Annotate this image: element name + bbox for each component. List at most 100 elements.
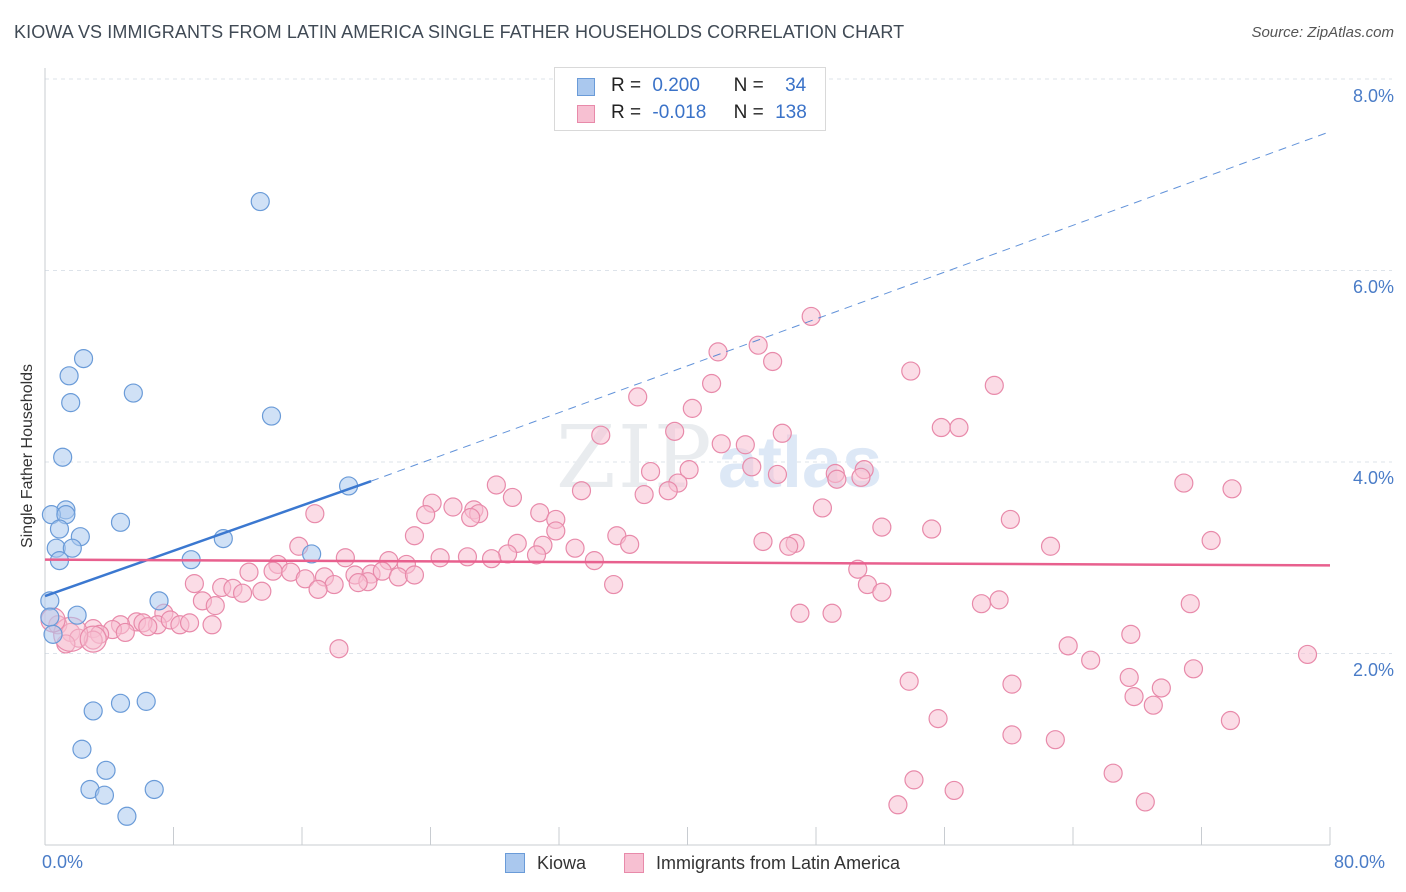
kiowa-points: [40, 191, 359, 826]
latin-point: [443, 497, 463, 517]
latin-point: [640, 461, 661, 482]
latin-point: [1121, 624, 1141, 644]
latin-point: [1119, 667, 1139, 688]
latin-point: [1151, 678, 1171, 698]
legend-swatch-kiowa: [505, 853, 525, 873]
latin-point: [179, 613, 200, 633]
kiowa-point: [261, 406, 282, 426]
latin-point: [604, 574, 624, 595]
chart-title: KIOWA VS IMMIGRANTS FROM LATIN AMERICA S…: [14, 22, 905, 42]
latin-point: [790, 603, 810, 623]
kiowa-point: [59, 366, 79, 386]
latin-point: [922, 519, 942, 539]
kiowa-point: [53, 447, 73, 467]
kiowa-point: [40, 607, 60, 627]
latin-point: [565, 538, 585, 558]
latin-point: [1000, 509, 1020, 530]
watermark: ZIP atlas: [556, 408, 882, 508]
latin-point: [848, 559, 868, 579]
latin-point: [931, 417, 951, 438]
trend-lines: [44, 131, 1331, 598]
latin-point: [779, 536, 799, 556]
latin-point: [305, 504, 325, 524]
latin-point: [1058, 636, 1078, 656]
kiowa-point: [83, 701, 103, 721]
latin-point: [461, 507, 481, 528]
latin-point: [348, 573, 368, 593]
kiowa-point: [123, 383, 143, 403]
latin-point: [628, 387, 648, 407]
latin-point: [1045, 730, 1065, 750]
latin-point: [202, 615, 222, 635]
kiowa-point: [67, 605, 87, 625]
latin-point: [1201, 530, 1221, 551]
latin-point: [571, 481, 592, 501]
latin-point: [481, 549, 502, 569]
latin-point: [851, 467, 871, 487]
latin-point: [872, 582, 892, 602]
latin-point: [502, 487, 523, 508]
kiowa-point: [144, 779, 164, 800]
kiowa-trend-line: [44, 479, 372, 598]
latin-point: [498, 544, 518, 564]
kiowa-point: [96, 760, 116, 780]
latin-point: [1297, 644, 1318, 665]
latin-point: [822, 603, 842, 623]
latin-point: [430, 548, 450, 568]
y-tick-8: 8.0%: [1352, 86, 1394, 106]
latin-point: [620, 534, 640, 554]
latin-point: [184, 574, 204, 594]
latin-point: [546, 521, 566, 541]
kiowa-n-label: N =: [733, 75, 764, 96]
latin-point: [658, 481, 678, 501]
latin-point: [457, 547, 478, 567]
legend-swatch-latin: [624, 853, 644, 873]
latin-point: [708, 342, 728, 362]
latin-point: [263, 561, 283, 581]
x-tick-min: 0.0%: [42, 852, 84, 872]
latin-point: [591, 425, 611, 445]
latin-point: [701, 373, 722, 394]
x-tick-max: 80.0%: [1334, 852, 1386, 872]
latin-point: [1174, 473, 1194, 493]
latin-point: [308, 579, 328, 599]
latin-point: [742, 457, 762, 477]
legend-label-kiowa: Kiowa: [537, 853, 587, 873]
latin-point: [295, 569, 315, 589]
latin-point: [115, 622, 135, 643]
latin-point: [526, 545, 547, 565]
latin-point: [1135, 792, 1155, 812]
kiowa-point: [62, 538, 82, 558]
latin-point: [812, 498, 833, 518]
latin-point: [735, 435, 755, 455]
latin-point-cluster: [79, 625, 107, 653]
latin-point: [324, 574, 344, 595]
latin-point: [801, 306, 821, 327]
kiowa-point: [250, 191, 270, 212]
latin-point: [416, 505, 436, 525]
latin-point: [772, 423, 792, 443]
grid-lines: [45, 78, 1392, 654]
kiowa-point: [110, 512, 131, 532]
kiowa-point: [61, 393, 81, 413]
latin-point: [989, 590, 1009, 610]
kiowa-r-label: R =: [611, 75, 642, 96]
latin-point: [1103, 763, 1123, 783]
latin-point: [83, 630, 103, 650]
kiowa-point: [49, 519, 70, 539]
latin-point: [404, 526, 425, 546]
latin-point: [928, 709, 948, 729]
latin-point: [971, 594, 992, 614]
kiowa-point: [136, 691, 156, 711]
kiowa-point: [73, 348, 94, 369]
kiowa-point: [117, 806, 137, 826]
legend-label-latin: Immigrants from Latin America: [656, 853, 901, 873]
latin-point: [1143, 695, 1163, 715]
latin-point: [1220, 710, 1241, 731]
latin-point: [711, 434, 731, 454]
latin-n-label: N =: [733, 102, 764, 123]
latin-r-label: R =: [611, 102, 642, 123]
latin-point: [1222, 479, 1242, 499]
kiowa-n-value: 34: [785, 75, 807, 96]
latin-point: [679, 460, 699, 480]
